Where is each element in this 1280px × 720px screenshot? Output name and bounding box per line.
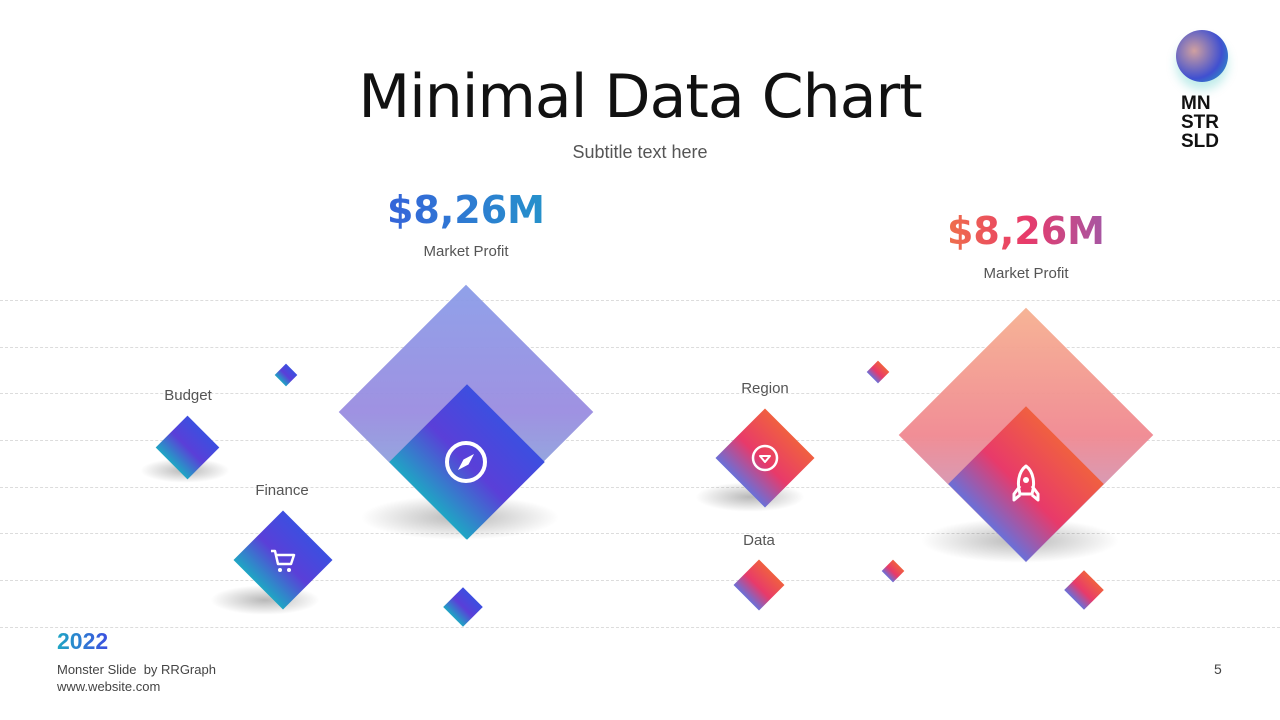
gridline: [0, 440, 1280, 441]
logo-line: MN: [1181, 93, 1211, 114]
small-diamond: [443, 587, 483, 627]
logo-sphere: [1176, 30, 1228, 82]
small-diamond: [866, 360, 890, 384]
page-subtitle: Subtitle text here: [572, 142, 708, 162]
gridline: [0, 580, 1280, 581]
data-diamond: [733, 559, 785, 611]
diamond-icon: [748, 441, 782, 475]
gridline: [0, 347, 1280, 348]
gridline: [0, 487, 1280, 488]
footer-website[interactable]: www.website.com: [57, 679, 161, 694]
logo-line: SLD: [1181, 131, 1219, 152]
data-label: Data: [743, 532, 775, 549]
gridline: [0, 393, 1280, 394]
finance-label: Finance: [255, 482, 309, 499]
page-title: Minimal Data Chart: [358, 62, 922, 132]
footer-credit: Monster Slide by RRGraph: [57, 662, 216, 677]
budget-label: Budget: [164, 387, 212, 404]
gridline: [0, 300, 1280, 301]
page-number: 5: [1214, 661, 1222, 677]
region-label: Region: [741, 380, 789, 397]
gridline: [0, 627, 1280, 628]
right-value-label: Market Profit: [983, 265, 1069, 282]
gridline: [0, 533, 1280, 534]
small-diamond: [881, 559, 905, 583]
small-diamond: [274, 363, 298, 387]
logo-line: STR: [1181, 112, 1219, 133]
cart-icon: [266, 544, 300, 578]
rocket-icon: [1003, 461, 1049, 507]
left-value-label: Market Profit: [423, 243, 509, 260]
right-value: $8,26M: [876, 209, 1176, 253]
footer-year: 2022: [57, 628, 109, 654]
compass-icon: [443, 439, 489, 485]
small-diamond: [1064, 570, 1104, 610]
left-value: $8,26M: [316, 188, 616, 232]
logo-text: MN STR SLD: [1181, 94, 1219, 151]
